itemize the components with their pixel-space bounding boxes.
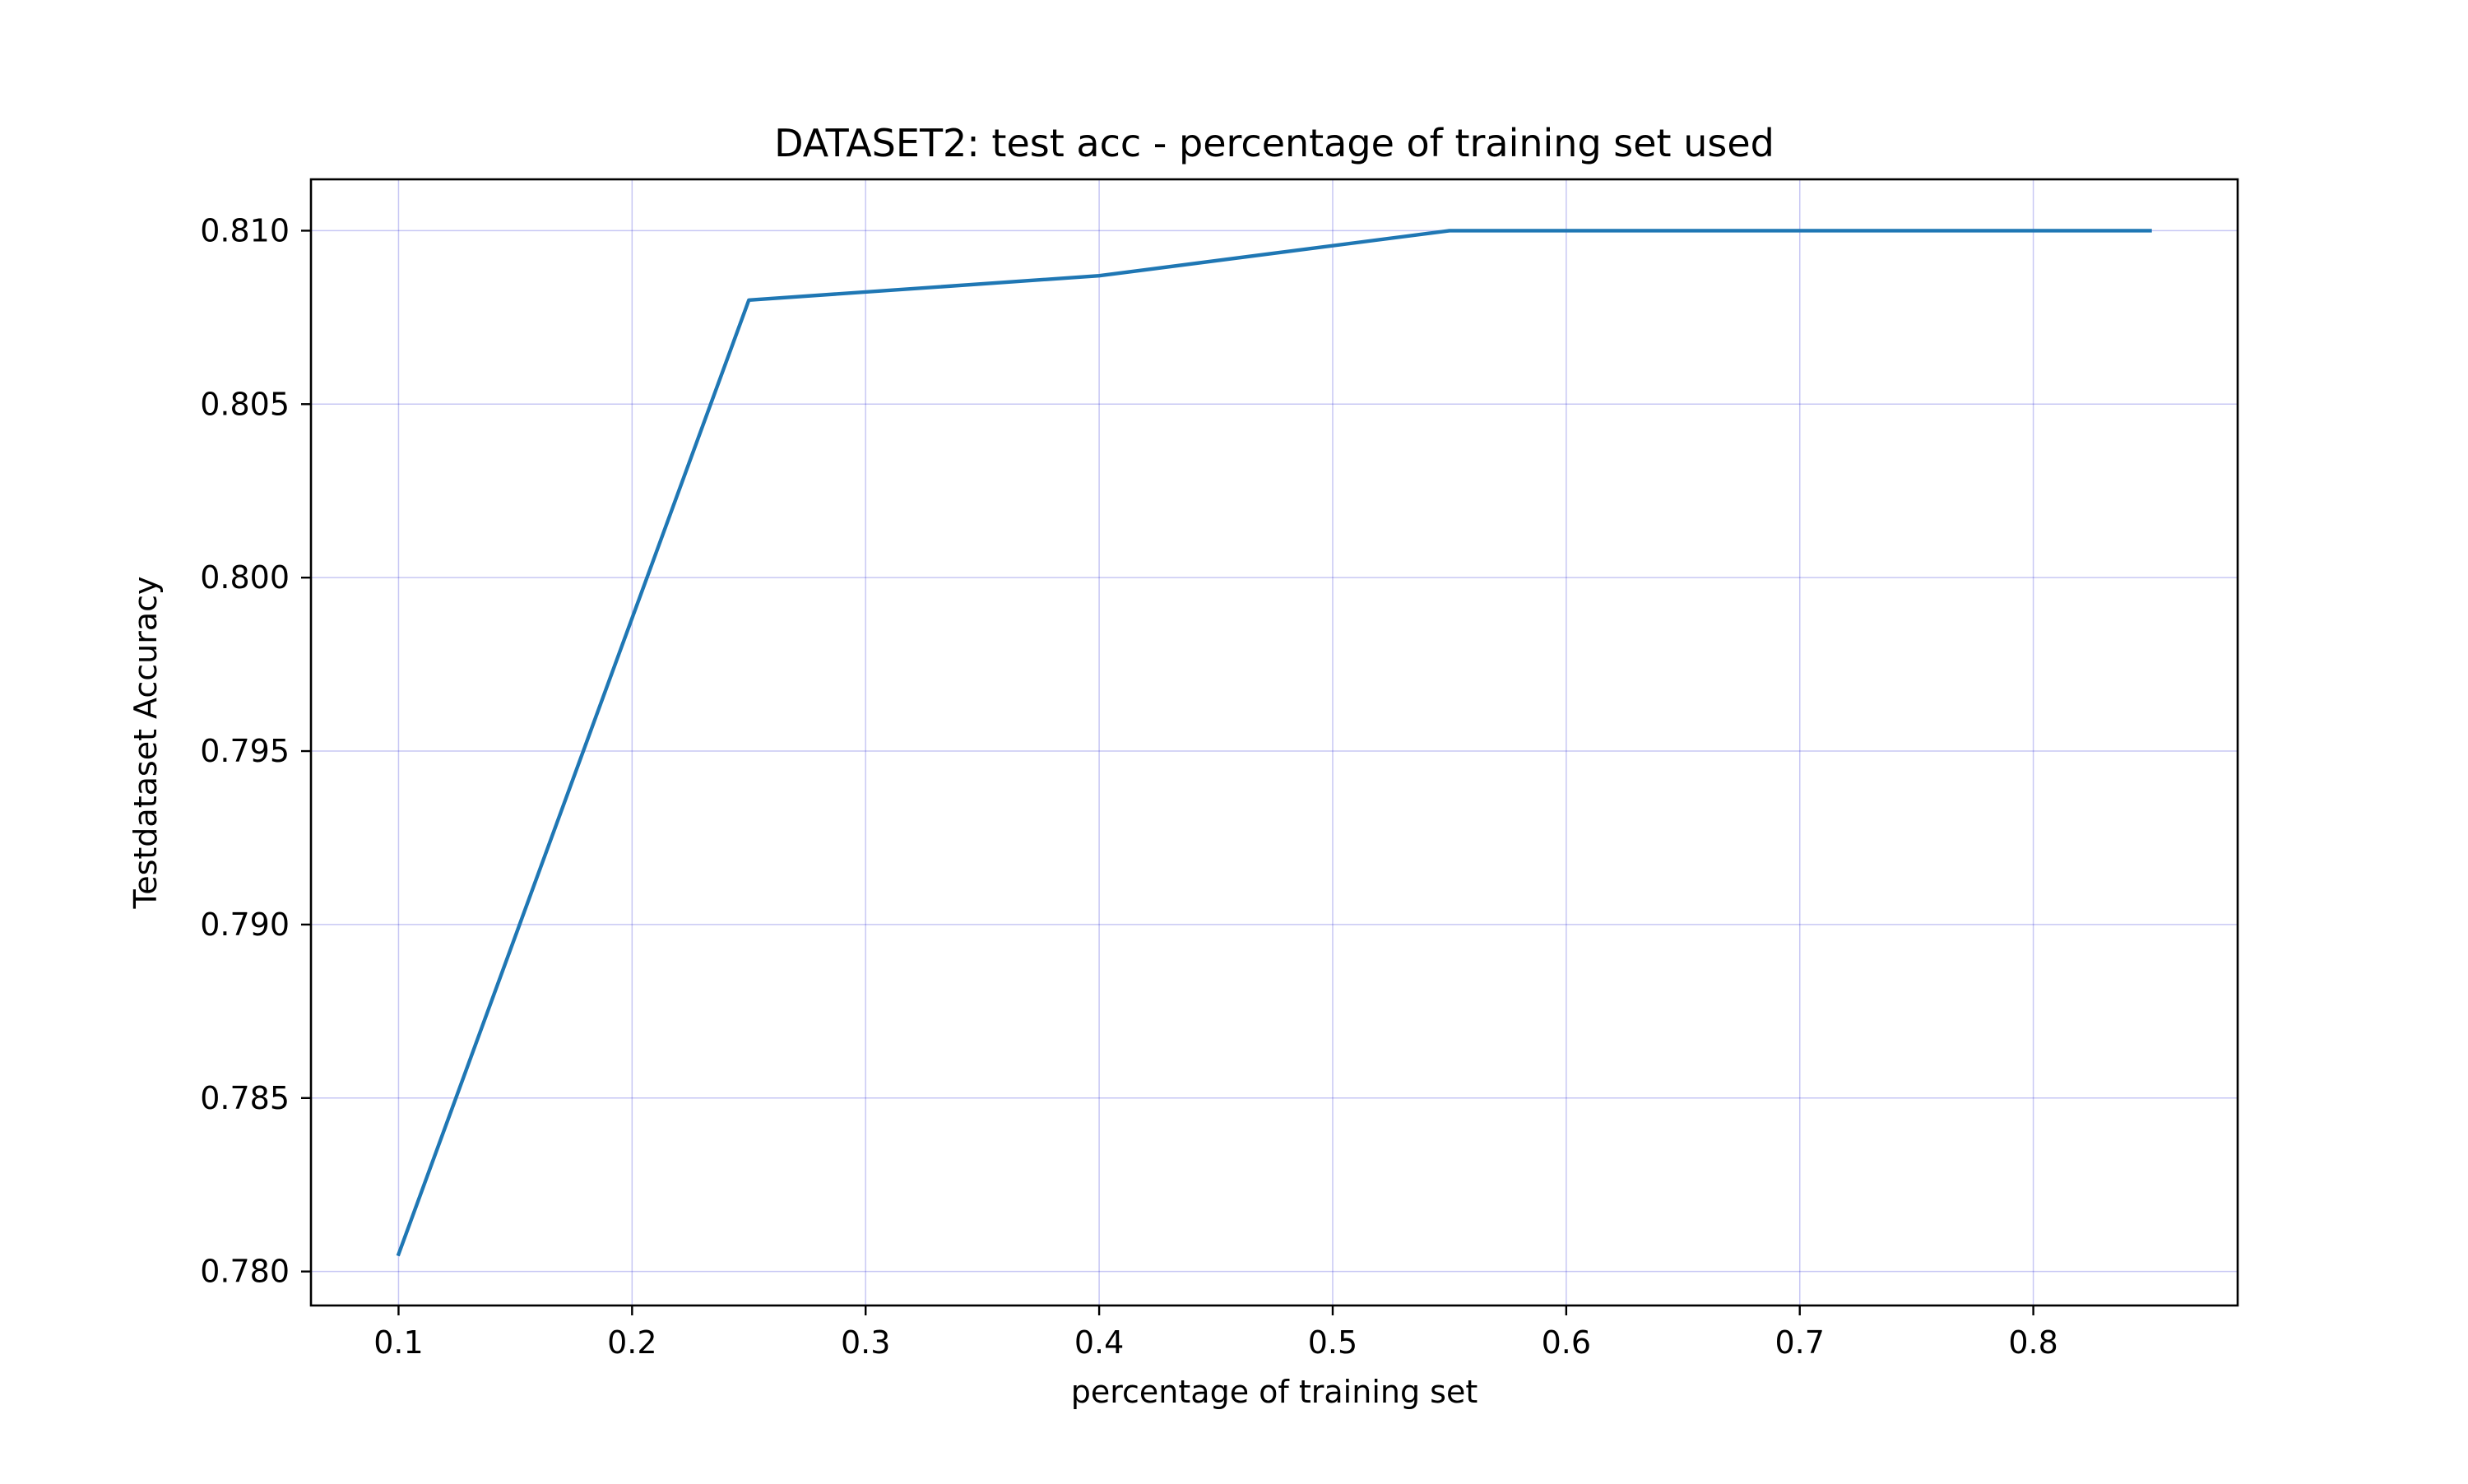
x-axis-label: percentage of training set [1071,1374,1478,1410]
chart-title: DATASET2: test acc - percentage of train… [774,121,1774,165]
x-tick-label: 0.6 [1542,1324,1591,1361]
series-layer [398,230,2150,1254]
x-tick-label: 0.2 [607,1324,656,1361]
y-tick-label: 0.790 [200,907,290,943]
y-tick-label: 0.795 [200,733,290,769]
series-line [399,230,2150,1254]
y-tick-label: 0.810 [200,212,290,248]
y-axis-label: Testdataset Accuracy [128,576,164,909]
grid-layer [311,179,2238,1305]
y-tick-label: 0.780 [200,1254,290,1290]
x-tick-label: 0.1 [373,1324,423,1361]
plot-frame [311,179,2238,1305]
y-tick-label: 0.800 [200,559,290,596]
ticks-layer: 0.1 0.2 0.3 0.4 0.5 0.6 0.7 0.8 0.780 0.785 0.790 0… [200,212,2058,1361]
x-tick-label: 0.7 [1775,1324,1825,1361]
x-tick-label: 0.4 [1074,1324,1124,1361]
x-tick-label: 0.3 [841,1324,890,1361]
x-tick-label: 0.5 [1308,1324,1357,1361]
y-tick-label: 0.805 [200,386,290,422]
x-tick-label: 0.8 [2008,1324,2057,1361]
y-tick-label: 0.785 [200,1080,290,1116]
